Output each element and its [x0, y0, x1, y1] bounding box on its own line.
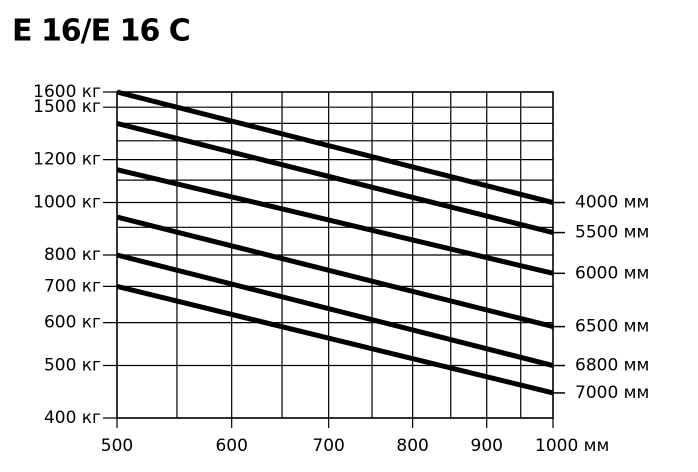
- series-label: 6800 мм: [575, 356, 649, 376]
- series-label: 6500 мм: [575, 317, 649, 337]
- y-tick-label: 400 кг: [44, 408, 101, 428]
- y-tick-label: 700 кг: [44, 276, 101, 296]
- line-series: [116, 283, 554, 396]
- series-label: 7000 мм: [575, 383, 649, 403]
- x-tick-label: 700: [312, 436, 344, 456]
- y-tick-label: 1600 кг: [33, 82, 101, 102]
- x-tick-label: 600: [215, 436, 247, 456]
- x-tick-label: 900: [471, 436, 503, 456]
- y-tick-label: 1000 кг: [33, 193, 101, 213]
- series-label: 5500 мм: [575, 223, 649, 243]
- y-tick-label: 800 кг: [44, 245, 101, 265]
- series-label: 6000 мм: [575, 263, 649, 283]
- series-label: 4000 мм: [575, 193, 649, 213]
- y-tick-label: 500 кг: [44, 356, 101, 376]
- x-tick-label: 500: [101, 436, 133, 456]
- line-series: [116, 120, 554, 236]
- x-tick-label: 800: [396, 436, 428, 456]
- line-series: [116, 252, 554, 368]
- line-series: [116, 167, 554, 276]
- x-tick-label: 1000 мм: [535, 436, 609, 456]
- chart-title: E 16/E 16 C: [12, 14, 190, 49]
- y-tick-label: 1500 кг: [33, 97, 101, 117]
- y-tick-label: 1200 кг: [33, 150, 101, 170]
- y-tick-label: 600 кг: [44, 313, 101, 333]
- line-series: [116, 89, 554, 205]
- line-series: [116, 214, 554, 330]
